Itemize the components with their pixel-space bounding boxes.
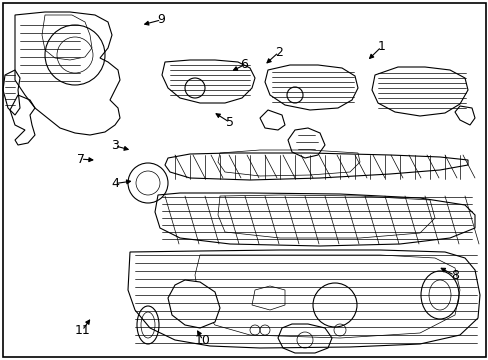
Text: 7: 7 <box>77 153 84 166</box>
Text: 4: 4 <box>111 177 119 190</box>
Text: 2: 2 <box>274 46 282 59</box>
Text: 8: 8 <box>450 269 458 282</box>
Polygon shape <box>168 280 220 328</box>
Text: 11: 11 <box>74 324 90 337</box>
Text: 6: 6 <box>240 58 248 71</box>
Text: 5: 5 <box>225 116 233 129</box>
Text: 9: 9 <box>157 13 165 26</box>
Text: 3: 3 <box>111 139 119 152</box>
Text: 1: 1 <box>377 40 385 53</box>
Text: 10: 10 <box>195 334 210 347</box>
